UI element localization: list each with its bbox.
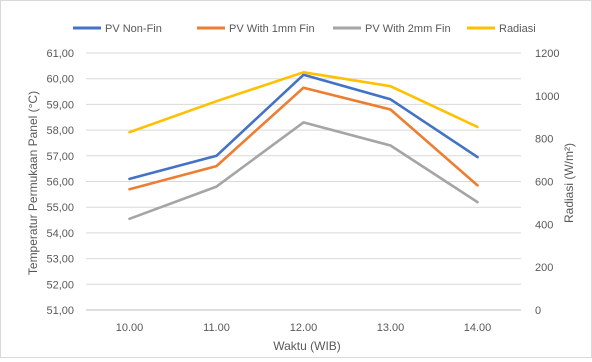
y-tick-label: 54,00	[46, 228, 74, 240]
legend-label: PV With 2mm Fin	[365, 23, 451, 35]
x-axis-title: Waktu (WIB)	[273, 339, 341, 353]
y2-tick-label: 0	[535, 305, 541, 317]
x-tick-label: 10.00	[116, 322, 144, 334]
y-tick-label: 59,00	[46, 99, 74, 111]
y2-tick-label: 400	[535, 219, 553, 231]
series-lines	[128, 71, 479, 221]
legend-label: PV With 1mm Fin	[229, 23, 315, 35]
gridlines	[86, 52, 521, 311]
y-axis-title: Temperatur Permukaan Panel (°C)	[26, 91, 40, 275]
x-tick-label: 14.00	[464, 322, 492, 334]
y-tick-label: 57,00	[46, 151, 74, 163]
x-tick-label: 12.00	[290, 322, 318, 334]
y-tick-label: 55,00	[46, 202, 74, 214]
x-tick-label: 13.00	[377, 322, 405, 334]
y-tick-label: 60,00	[46, 74, 74, 86]
y-tick-label: 51,00	[46, 305, 74, 317]
axes: 51,00 52,00 53,00 54,00 55,00 56,00 57,00 58,00…	[46, 48, 559, 334]
y2-tick-label: 600	[535, 177, 553, 189]
legend-label: Radiasi	[499, 23, 536, 35]
y-tick-label: 53,00	[46, 254, 74, 266]
y-tick-label: 58,00	[46, 125, 74, 137]
y-tick-label: 52,00	[46, 279, 74, 291]
series-line-pv-with-2mm-fin	[128, 121, 479, 221]
x-tick-label: 11.00	[203, 322, 230, 334]
y-tick-label: 56,00	[46, 177, 74, 189]
y2-tick-label: 200	[535, 262, 553, 274]
y2-tick-label: 1200	[535, 48, 559, 60]
series-line-pv-with-1mm-fin	[128, 86, 479, 191]
y2-tick-label: 800	[535, 134, 553, 146]
legend: PV Non-Fin PV With 1mm Fin PV With 2mm Fin…	[73, 23, 536, 35]
y-tick-label: 61,00	[46, 48, 74, 60]
series-line-radiasi	[128, 71, 479, 134]
y2-tick-label: 1000	[535, 91, 559, 103]
legend-label: PV Non-Fin	[105, 23, 162, 35]
series-line-pv-non-fin	[128, 73, 479, 181]
y2-axis-title: Radiasi (W/m²)	[562, 143, 576, 223]
